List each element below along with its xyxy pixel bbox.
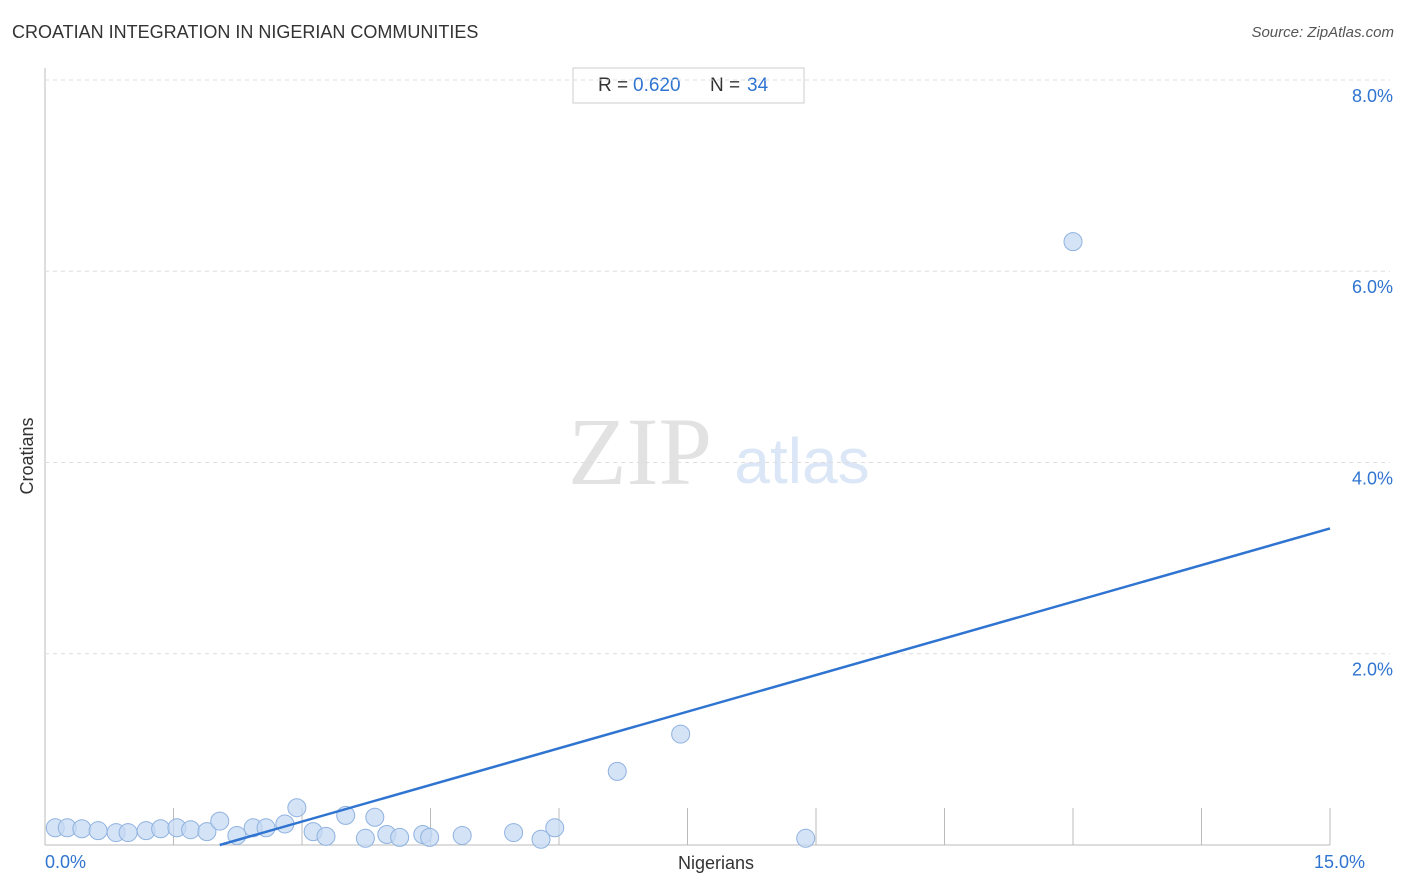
r-label: R = [598, 75, 628, 96]
point [390, 827, 410, 847]
point [355, 828, 375, 848]
point [316, 826, 336, 846]
x-tick-label: 15.0% [1314, 852, 1365, 872]
trend-line [219, 527, 1331, 847]
point [151, 819, 171, 839]
n-value: 34 [747, 75, 769, 96]
watermark-zip: ZIP [568, 398, 712, 505]
point [118, 823, 138, 843]
n-label: N = [710, 75, 740, 96]
point [545, 818, 565, 838]
r-value: 0.620 [633, 75, 681, 96]
point [88, 821, 108, 841]
point [607, 761, 627, 781]
point [420, 827, 440, 847]
stats-box [572, 67, 805, 104]
point [1063, 232, 1083, 252]
y-tick-label: 4.0% [1352, 468, 1393, 488]
x-tick-label: 0.0% [45, 852, 86, 872]
y-tick-label: 6.0% [1352, 277, 1393, 297]
point [72, 819, 92, 839]
point [531, 829, 551, 849]
source: Source: ZipAtlas.com [1251, 24, 1394, 41]
point [365, 807, 385, 827]
point [504, 823, 524, 843]
y-tick-label: 8.0% [1352, 86, 1393, 106]
point [452, 825, 472, 845]
point [671, 724, 691, 744]
chart-title: CROATIAN INTEGRATION IN NIGERIAN COMMUNI… [12, 22, 478, 42]
point [197, 822, 217, 842]
x-axis-label: Nigerians [678, 853, 754, 873]
point [796, 828, 816, 848]
watermark-atlas: atlas [734, 425, 869, 497]
point [287, 798, 307, 818]
y-tick-label: 2.0% [1352, 660, 1393, 680]
point [181, 820, 201, 840]
y-axis-label: Croatians [17, 417, 37, 494]
point [210, 811, 230, 831]
